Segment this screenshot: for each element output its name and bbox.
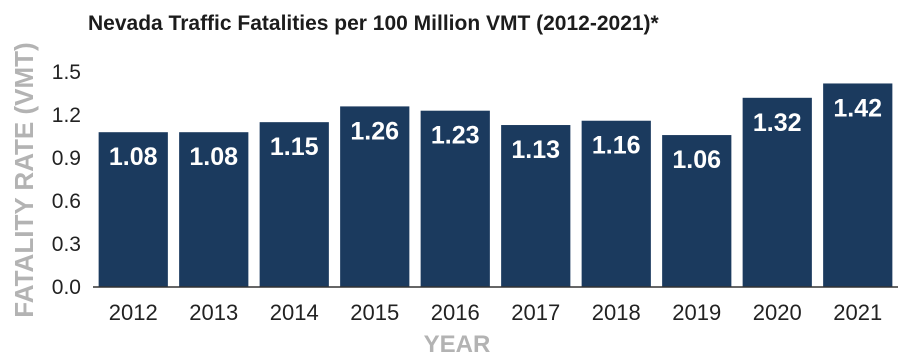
bar-2021 (823, 83, 893, 287)
x-tick-2016: 2016 (431, 300, 480, 325)
bar-2020 (742, 97, 812, 287)
data-label-2016: 1.23 (431, 122, 480, 150)
x-tick-2019: 2019 (672, 300, 721, 325)
data-label-2019: 1.06 (672, 146, 721, 174)
y-tick-label: 0.6 (52, 190, 81, 213)
data-label-2013: 1.08 (189, 143, 238, 171)
bar-2013 (179, 132, 249, 287)
data-label-2015: 1.26 (350, 117, 399, 145)
data-labels: 1.08 1.08 1.15 1.26 1.23 1.13 1.16 1.06 1.32 1.42 (109, 94, 882, 174)
x-tick-2017: 2017 (511, 300, 560, 325)
y-tick-label: 0.9 (52, 147, 81, 170)
y-tick-label: 0.0 (52, 276, 81, 299)
x-ticks: 2012 2013 2014 2015 2016 2017 2018 2019 2020 2021 (109, 300, 882, 325)
x-tick-2018: 2018 (592, 300, 641, 325)
data-label-2021: 1.42 (833, 94, 882, 122)
data-label-2012: 1.08 (109, 143, 158, 171)
bar-2017 (501, 125, 571, 288)
bar-2012 (98, 132, 168, 287)
x-axis-label: YEAR (424, 331, 491, 356)
bar-2019 (662, 135, 732, 287)
x-tick-2021: 2021 (833, 300, 882, 325)
data-label-2020: 1.32 (753, 109, 802, 137)
x-tick-2014: 2014 (270, 300, 319, 325)
bar-2016 (420, 110, 490, 287)
x-tick-2020: 2020 (753, 300, 802, 325)
chart-title: Nevada Traffic Fatalities per 100 Millio… (88, 12, 660, 35)
y-tick-label: 1.5 (52, 61, 81, 84)
data-label-2018: 1.16 (592, 132, 641, 160)
bar-2015 (340, 106, 410, 288)
y-tick-label: 1.2 (52, 104, 81, 127)
x-tick-2015: 2015 (350, 300, 399, 325)
y-tick-label: 0.3 (52, 233, 81, 256)
y-ticks: 0.0 0.3 0.6 0.9 1.2 1.5 (52, 61, 81, 299)
x-tick-2012: 2012 (109, 300, 158, 325)
x-tick-2013: 2013 (189, 300, 238, 325)
bar-2014 (259, 122, 329, 288)
y-axis-label: FATALITY RATE (VMT) (9, 42, 39, 317)
bar-2018 (581, 120, 651, 287)
data-label-2017: 1.13 (511, 136, 560, 164)
bars (98, 83, 893, 288)
data-label-2014: 1.15 (270, 133, 319, 161)
